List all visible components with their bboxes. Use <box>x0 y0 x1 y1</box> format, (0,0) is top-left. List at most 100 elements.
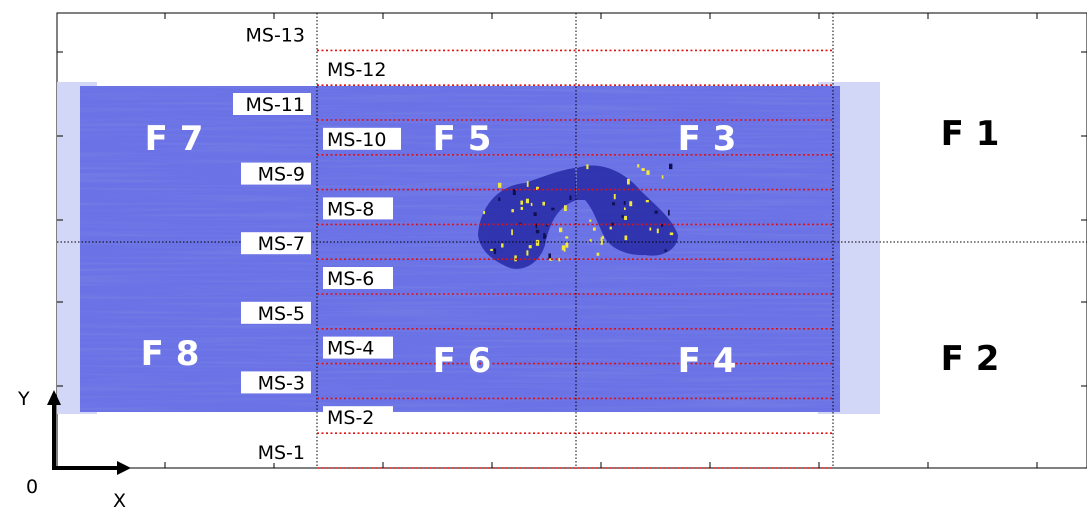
ms-label-box <box>241 371 311 394</box>
defect-highlight <box>600 239 603 245</box>
field-label-f4: F 4 <box>678 341 737 381</box>
ms-label-text: MS-6 <box>327 268 374 290</box>
ms-label-text: MS-8 <box>327 198 374 220</box>
ms-label-9: MS-9 <box>241 162 311 186</box>
defect-highlight <box>649 227 652 231</box>
defect-highlight <box>564 205 567 211</box>
defect-highlight <box>661 224 664 227</box>
ms-label-2: MS-2 <box>323 406 393 429</box>
defect-highlight <box>498 197 501 201</box>
field-label-f2: F 2 <box>941 339 1000 379</box>
defect-highlight <box>624 235 628 241</box>
ms-label-text: MS-2 <box>327 407 374 429</box>
y-axis-label: Y <box>17 388 30 410</box>
defect-highlight <box>623 201 626 205</box>
defect-highlight <box>654 210 658 214</box>
ms-label-box <box>323 267 393 289</box>
defect-highlight <box>490 248 493 251</box>
ms-label-box <box>323 197 393 220</box>
ms-label-8: MS-8 <box>323 197 393 220</box>
measurement-lines <box>317 49 833 469</box>
ms-label-12: MS-12 <box>323 58 401 81</box>
defect-highlight <box>656 228 659 234</box>
defect-highlight <box>520 206 524 210</box>
ms-label-4: MS-4 <box>323 336 393 360</box>
ms-label-box <box>323 406 393 429</box>
defect-highlight <box>637 164 640 168</box>
defect-highlight <box>514 255 517 262</box>
defect-highlight <box>596 252 600 256</box>
defect-highlight <box>533 212 537 216</box>
defect-highlight <box>629 201 633 207</box>
defect-highlight <box>561 245 566 251</box>
defect-highlight <box>535 239 540 246</box>
defect-highlight <box>664 249 667 252</box>
ms-label-box <box>323 58 401 81</box>
defect-highlight <box>624 215 627 220</box>
x-axis-arrowhead <box>117 461 131 475</box>
defect-highlight <box>624 207 626 210</box>
defect-highlight <box>621 214 624 218</box>
ms-label-7: MS-7 <box>241 232 311 255</box>
ms-label-text: MS-13 <box>246 24 306 46</box>
defect-highlight <box>535 229 540 234</box>
defect-highlight <box>565 242 569 248</box>
ms-label-box <box>241 441 311 463</box>
ms-label-box <box>323 336 393 359</box>
origin-label: 0 <box>26 476 38 498</box>
ms-label-text: MS-10 <box>327 129 387 151</box>
defect-highlight <box>611 222 614 226</box>
ms-label-1: MS-1 <box>241 441 311 464</box>
ms-label-text: MS-3 <box>258 372 305 394</box>
x-axis-label: X <box>113 490 126 512</box>
defect-highlight <box>569 195 572 200</box>
defect-highlight <box>535 223 538 229</box>
defect-highlight <box>668 209 670 216</box>
defect-highlight <box>646 170 650 175</box>
ms-label-text: MS-7 <box>258 233 305 255</box>
ms-label-text: MS-11 <box>246 94 306 116</box>
defect-highlight <box>669 163 673 170</box>
defect-highlight <box>661 175 664 179</box>
defect-highlight <box>558 258 561 262</box>
ms-label-text: MS-1 <box>258 442 305 464</box>
ms-label-11: MS-11 <box>233 93 311 116</box>
defect-highlight <box>612 202 615 206</box>
defect-highlight <box>548 253 551 260</box>
ms-label-box <box>241 162 311 185</box>
defect-highlight <box>601 235 604 239</box>
defect-highlight <box>627 178 630 185</box>
ms-label-box <box>241 301 311 324</box>
defect-highlight <box>645 200 649 203</box>
ms-label-10: MS-10 <box>323 127 401 151</box>
field-labels: F 1 F 2 F 3 F 4 F 5 F 6 F 7 F 8 <box>141 114 1000 381</box>
guide-lines <box>57 13 1087 468</box>
field-label-f6: F 6 <box>433 341 492 381</box>
defect-cluster-right <box>577 165 678 256</box>
defect-highlight <box>559 227 563 233</box>
defect-highlight <box>512 189 516 195</box>
defect-highlight <box>511 229 513 236</box>
ms-label-text: MS-9 <box>258 164 305 186</box>
field-label-f7: F 7 <box>145 119 204 159</box>
ms-label-text: MS-5 <box>258 303 305 325</box>
defect-highlight <box>669 232 674 236</box>
defect-highlight <box>536 186 539 190</box>
defect-highlight <box>498 182 502 188</box>
ms-label-box <box>233 23 311 46</box>
field-label-f5: F 5 <box>433 119 492 159</box>
defect-highlight <box>526 250 529 256</box>
ms-label-text: MS-4 <box>327 338 374 360</box>
defect-highlight <box>543 235 547 238</box>
ms-label-box <box>241 232 311 255</box>
ms-label-text: MS-12 <box>327 59 387 81</box>
defect-highlight <box>526 181 529 187</box>
defect-highlight <box>589 219 592 222</box>
scan-area <box>57 82 880 414</box>
axis-ticks <box>57 13 1087 468</box>
field-label-f3: F 3 <box>678 119 737 159</box>
ms-label-6: MS-6 <box>323 267 393 290</box>
defect-highlight <box>542 201 545 206</box>
defect-highlight <box>525 198 529 204</box>
